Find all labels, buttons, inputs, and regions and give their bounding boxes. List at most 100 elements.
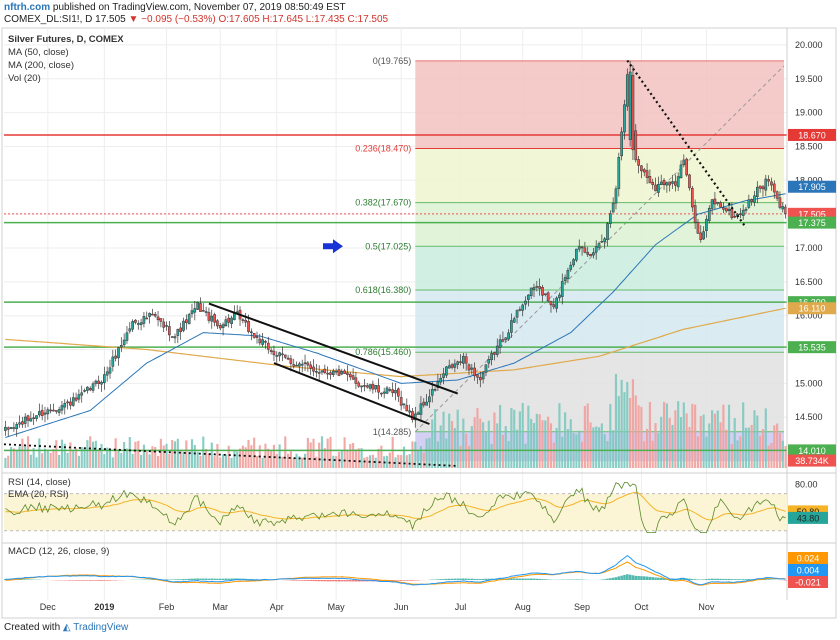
candle-body [105, 371, 109, 376]
macd-histogram-bar [69, 580, 72, 581]
macd-histogram-bar [349, 580, 352, 582]
macd-histogram-bar [688, 578, 691, 580]
published-text: published on TradingView.com, November 0… [52, 2, 346, 13]
candle-body [416, 412, 420, 415]
macd-histogram-bar [544, 579, 547, 580]
volume-bar [566, 429, 570, 468]
macd-histogram-bar [363, 580, 366, 582]
volume-bar [651, 440, 654, 468]
candle-body [710, 199, 714, 209]
volume-bar [97, 450, 100, 468]
candle-body [250, 331, 253, 334]
macd-histogram-bar [693, 579, 697, 580]
volume-bar [713, 413, 716, 468]
legend-title: Silver Futures, D, COMEX [8, 34, 124, 45]
candle-body [363, 385, 366, 387]
candle-body [145, 317, 149, 320]
candle-body [399, 397, 403, 406]
macd-histogram-bar [340, 580, 344, 582]
candle-body [767, 179, 770, 182]
candle-body [730, 208, 734, 219]
volume-bar [176, 438, 179, 468]
macd-line [5, 554, 786, 586]
volume-bar [736, 440, 739, 468]
volume-bar [462, 418, 465, 468]
tradingview-link[interactable]: TradingView [73, 622, 129, 633]
macd-histogram-bar [74, 580, 78, 581]
candle-body [258, 338, 262, 344]
volume-bar [595, 426, 598, 468]
candle-body [597, 243, 601, 248]
candle-body [100, 382, 103, 385]
macd-histogram-bar [238, 578, 242, 580]
volume-bar [182, 451, 185, 468]
macd-histogram-bar [640, 576, 643, 580]
volume-bar [75, 448, 78, 468]
volume-bar [776, 423, 779, 468]
volume-bar [606, 441, 609, 468]
candle-body [74, 397, 78, 401]
candle-body [210, 315, 214, 322]
candle-body [484, 364, 488, 373]
macd-histogram-bar [510, 578, 513, 580]
candle-body [778, 197, 782, 208]
volume-bar [352, 442, 355, 468]
volume-bar [504, 426, 507, 468]
volume-bar [764, 408, 767, 468]
fib-zone [415, 202, 784, 247]
macd-histogram-bar [634, 575, 638, 580]
candle-body [148, 313, 151, 317]
macd-histogram-bar [292, 580, 296, 581]
volume-bar [660, 416, 663, 468]
volume-bar [202, 436, 205, 468]
brand-link[interactable]: nftrh.com [4, 2, 51, 13]
candle-body [23, 416, 27, 424]
candle-body [498, 339, 502, 348]
candle-body [94, 380, 98, 384]
candle-body [543, 293, 547, 295]
macd-histogram-bar [770, 579, 773, 580]
macd-histogram-bar [648, 576, 652, 580]
volume-bar [397, 454, 400, 468]
candle-body [594, 246, 598, 253]
volume-bar [453, 428, 456, 468]
volume-bar [417, 449, 420, 468]
volume-bar [131, 453, 134, 468]
volume-bar [696, 436, 700, 468]
candle-body [204, 311, 208, 313]
candle-body [470, 367, 474, 370]
candle-body [49, 409, 52, 412]
macd-histogram-bar [91, 580, 95, 581]
candle-body [642, 169, 646, 173]
candle-body [690, 187, 694, 208]
candle-body [241, 319, 245, 321]
volume-bar [515, 429, 519, 468]
macd-histogram-bar [326, 580, 329, 582]
candle-body [303, 362, 307, 364]
volume-bar [123, 441, 126, 468]
volume-bar [617, 396, 620, 468]
volume-bar [727, 404, 731, 468]
candle-body [377, 385, 380, 393]
candle-body [261, 339, 264, 345]
candle-body [439, 377, 443, 383]
volume-bar [343, 437, 346, 468]
rsi-badge-label: 43.80 [797, 513, 820, 523]
macd-histogram-bar [631, 575, 635, 580]
candle-body [784, 206, 787, 215]
x-tick-label: Dec [40, 602, 57, 612]
macd-histogram-bar [617, 576, 621, 580]
candle-body [86, 386, 89, 391]
volume-bar [654, 423, 657, 468]
macd-histogram-bar [332, 580, 335, 582]
volume-bar [52, 449, 55, 468]
macd-histogram-bar [518, 578, 522, 580]
volume-bar [620, 379, 623, 468]
volume-bar [385, 455, 389, 468]
volume-bar [80, 447, 83, 468]
x-tick-label: Jul [455, 602, 467, 612]
volume-bar [86, 440, 89, 468]
volume-bar [140, 454, 143, 468]
candle-body [187, 314, 191, 325]
